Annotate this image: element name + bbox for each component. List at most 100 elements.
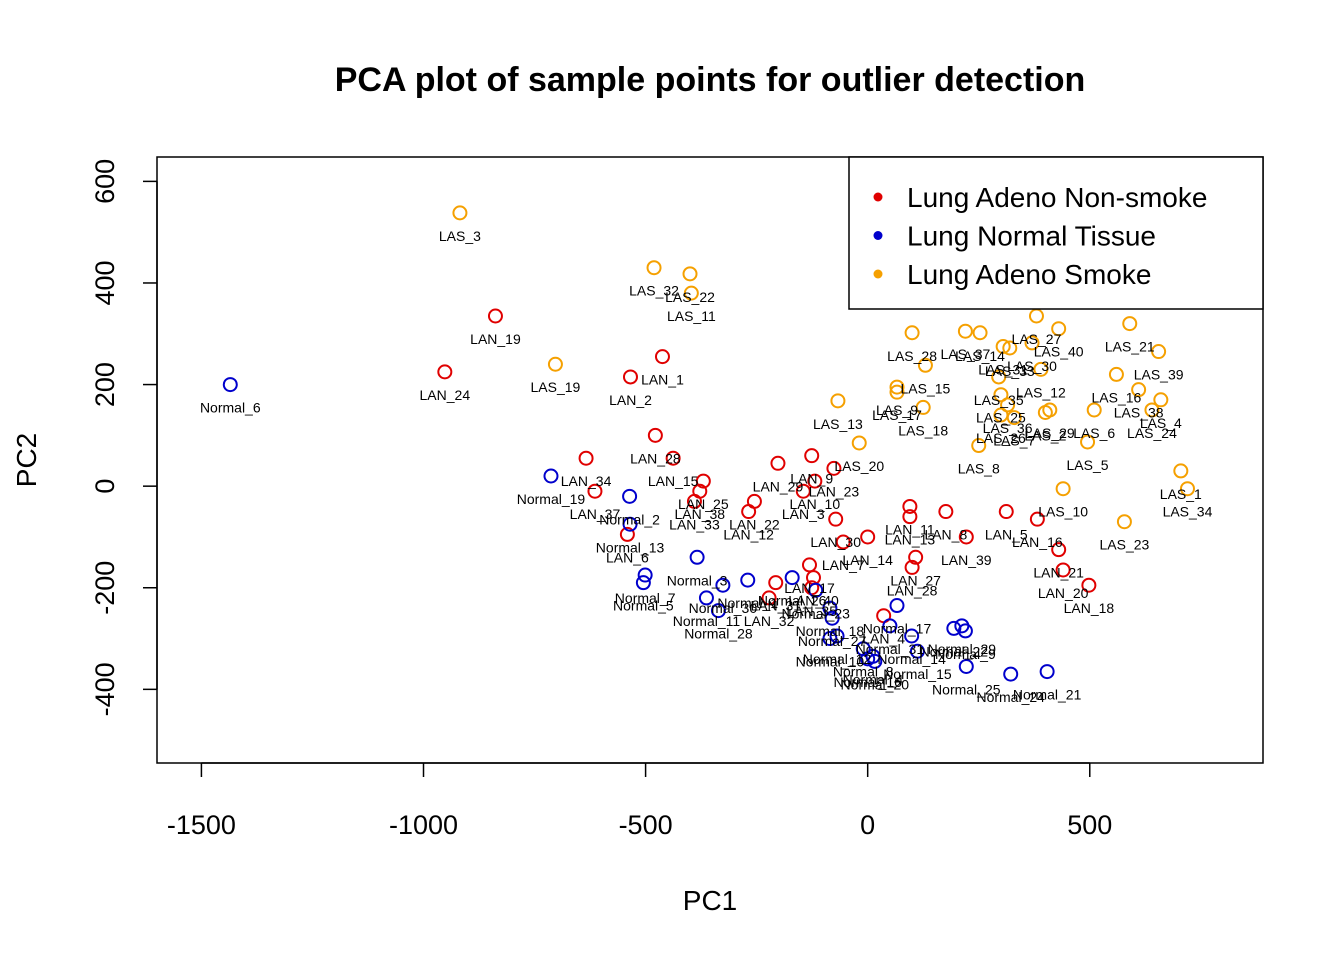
y-tick-label: 600 [90, 159, 120, 204]
point-normal-15 [909, 643, 925, 659]
x-tick-label: 500 [1067, 810, 1112, 840]
point-lan-6 [619, 526, 635, 542]
point-lan-25 [695, 473, 711, 489]
point-label-lan-5: LAN_5 [985, 527, 1028, 543]
point-normal-6 [222, 377, 238, 393]
point-label-las-33: LAS_33 [985, 363, 1035, 379]
point-las-24 [1144, 402, 1160, 418]
point-label-lan-7: LAN_7 [822, 557, 865, 573]
point-label-lan-11: LAN_11 [885, 521, 935, 537]
point-label-lan-37: LAN_37 [570, 506, 621, 522]
point-las-40 [1051, 321, 1067, 337]
point-label-lan-12: LAN_12 [723, 527, 774, 543]
point-label-normal-23: Normal_23 [781, 605, 850, 621]
point-label-lan-16: LAN_16 [1012, 534, 1063, 550]
point-label-normal-19: Normal_19 [517, 491, 586, 507]
point-las-8 [971, 438, 987, 454]
x-tick-label: -1000 [389, 810, 458, 840]
y-tick-label: 400 [90, 260, 120, 305]
point-lan-18 [1081, 577, 1097, 593]
point-las-17 [889, 384, 905, 400]
point-label-las-2: LAS_2 [1024, 428, 1066, 444]
point-label-normal-13: Normal_13 [596, 539, 665, 555]
point-label-normal-22: Normal_22 [920, 643, 989, 659]
point-label-lan-33: LAN_33 [669, 516, 720, 532]
point-label-normal-21: Normal_21 [1013, 687, 1082, 703]
point-las-18 [915, 399, 931, 415]
point-label-las-35: LAS_35 [974, 392, 1024, 408]
point-lan-19 [487, 308, 503, 324]
x-tick-label: -1500 [167, 810, 236, 840]
point-label-las-17: LAS_17 [872, 407, 922, 423]
point-normal-10 [822, 631, 838, 647]
point-las-32 [646, 260, 662, 276]
point-lan-14 [860, 529, 876, 545]
point-normal-1 [740, 572, 756, 588]
point-normal-18 [822, 600, 838, 616]
point-label-lan-29: LAN_29 [753, 478, 804, 494]
point-label-lan-19: LAN_19 [470, 331, 521, 347]
y-tick-label: 0 [90, 479, 120, 494]
point-lan-20 [1055, 562, 1071, 578]
point-lan-34 [578, 450, 594, 466]
point-normal-25 [958, 658, 974, 674]
point-label-lan-4: LAN_4 [862, 631, 905, 647]
point-normal-12 [829, 628, 845, 644]
point-lan-21 [1051, 542, 1067, 558]
point-las-12 [1033, 361, 1049, 377]
point-lan-29 [770, 455, 786, 471]
point-label-las-39: LAS_39 [1134, 367, 1184, 383]
point-label-las-23: LAS_23 [1100, 537, 1150, 553]
point-lan-2 [622, 369, 638, 385]
point-label-las-15: LAS_15 [901, 380, 951, 396]
point-normal-11 [698, 590, 714, 606]
point-las-25 [993, 387, 1009, 403]
point-label-normal-14: Normal_14 [877, 651, 946, 667]
point-label-lan-21: LAN_21 [1033, 565, 1084, 581]
point-label-normal-26: Normal_26 [758, 593, 827, 609]
point-normal-2 [622, 488, 638, 504]
legend-label-lung-normal-tissue: Lung Normal Tissue [907, 221, 1156, 252]
point-label-normal-2: Normal_2 [599, 511, 660, 527]
point-label-las-24: LAS_24 [1127, 425, 1177, 441]
point-las-37 [957, 323, 973, 339]
point-las-16 [1108, 366, 1124, 382]
point-normal-9 [957, 623, 973, 639]
point-label-lan-25: LAN_25 [678, 496, 729, 512]
point-label-las-38: LAS_38 [1114, 405, 1164, 421]
point-label-las-34: LAS_34 [1163, 504, 1213, 520]
point-normal-13 [622, 516, 638, 532]
point-label-lan-28: LAN_28 [630, 450, 681, 466]
x-axis-label: PC1 [683, 885, 737, 916]
point-lan-31 [768, 575, 784, 591]
point-las-31 [995, 338, 1011, 354]
point-normal-5 [635, 575, 651, 591]
point-label-las-29: LAS_29 [1025, 425, 1075, 441]
point-label-normal-27: Normal_27 [798, 633, 867, 649]
x-axis: -1500 -1000 -500 0 500 [167, 762, 1112, 840]
point-normal-14 [904, 628, 920, 644]
point-las-36 [1000, 397, 1016, 413]
point-lan-33 [686, 493, 702, 509]
point-label-normal-18: Normal_18 [796, 623, 865, 639]
y-axis-label: PC2 [11, 433, 42, 487]
y-axis: -400 -200 0 200 400 600 [90, 159, 158, 716]
point-label-lan-38: LAN_38 [674, 506, 725, 522]
point-label-lan-27: LAN_27 [890, 572, 941, 588]
point-las-7 [1006, 410, 1022, 426]
point-lan-8 [938, 504, 954, 520]
point-label-lan-10: LAN_10 [790, 496, 841, 512]
point-las-33 [1002, 340, 1018, 356]
point-las-5 [1080, 434, 1096, 450]
point-label-normal-12: Normal_12 [803, 651, 872, 667]
legend-label-lung-adeno-non-smoke: Lung Adeno Non-smoke [907, 182, 1207, 213]
point-label-lan-20: LAN_20 [1038, 585, 1089, 601]
point-normal-30 [715, 577, 731, 593]
point-las-10 [1055, 481, 1071, 497]
point-label-las-20: LAS_20 [834, 458, 884, 474]
point-label-lan-18: LAN_18 [1064, 600, 1115, 616]
point-label-las-5: LAS_5 [1067, 457, 1109, 473]
point-label-normal-20: Normal_20 [841, 676, 910, 692]
point-normal-26 [784, 570, 800, 586]
point-lan-39 [958, 529, 974, 545]
